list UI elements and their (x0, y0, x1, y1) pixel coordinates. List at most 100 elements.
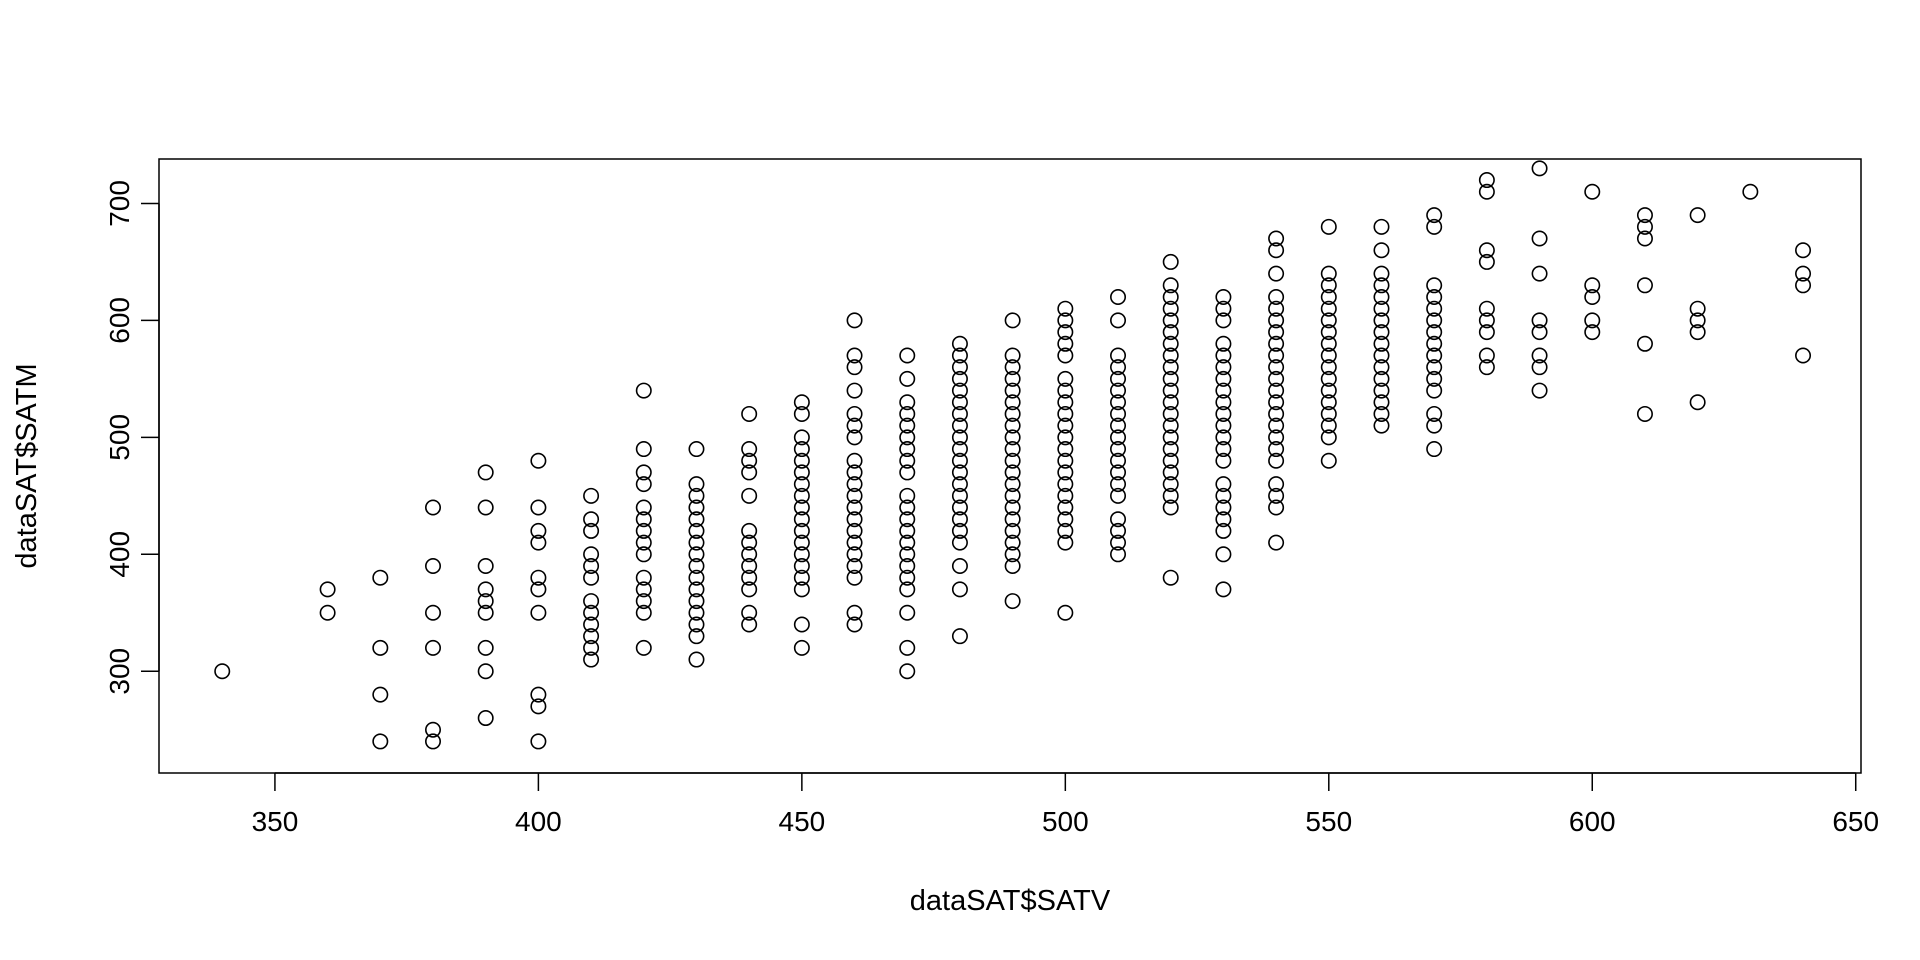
data-point (530, 569, 547, 586)
data-point (1215, 429, 1232, 446)
data-point (1373, 359, 1390, 376)
data-point (951, 452, 968, 469)
data-point (846, 452, 863, 469)
data-point (1268, 324, 1285, 341)
data-point (583, 487, 600, 504)
data-point (1373, 289, 1390, 306)
data-point (1162, 370, 1179, 387)
data-point (1004, 522, 1021, 539)
data-point (846, 534, 863, 551)
data-point (1320, 382, 1337, 399)
y-tick-label: 300 (104, 648, 135, 695)
data-point (1320, 417, 1337, 434)
data-point (319, 581, 336, 598)
data-point (1057, 522, 1074, 539)
data-point (1268, 452, 1285, 469)
data-point (372, 686, 389, 703)
data-point (846, 417, 863, 434)
data-point (1110, 511, 1127, 528)
x-axis: 350 400 450 500 550 600 650 (252, 772, 1879, 837)
data-point (1162, 429, 1179, 446)
data-point (1268, 359, 1285, 376)
data-point (583, 651, 600, 668)
data-point (1057, 394, 1074, 411)
data-point (899, 487, 916, 504)
data-point (1004, 487, 1021, 504)
data-point (951, 441, 968, 458)
data-point (1426, 382, 1443, 399)
data-point (1110, 417, 1127, 434)
data-point (583, 628, 600, 645)
data-point (1004, 441, 1021, 458)
data-point (530, 686, 547, 703)
data-point (635, 534, 652, 551)
data-point (1426, 207, 1443, 224)
y-axis-title: dataSAT$SATM (11, 363, 43, 568)
data-point (951, 394, 968, 411)
data-point (899, 452, 916, 469)
data-point (899, 499, 916, 516)
data-point (1057, 335, 1074, 352)
data-point (741, 546, 758, 563)
data-point (1268, 242, 1285, 259)
data-point (635, 604, 652, 621)
data-point (635, 569, 652, 586)
data-point (583, 511, 600, 528)
data-point (688, 499, 705, 516)
data-point (1689, 312, 1706, 329)
data-point (793, 511, 810, 528)
data-point (1057, 604, 1074, 621)
data-point (1636, 207, 1653, 224)
data-point (1162, 277, 1179, 294)
data-point (1057, 370, 1074, 387)
data-point (741, 616, 758, 633)
data-point (1110, 522, 1127, 539)
data-point (1268, 312, 1285, 329)
data-point (1215, 487, 1232, 504)
data-point (951, 499, 968, 516)
data-point (951, 464, 968, 481)
data-point (846, 347, 863, 364)
data-point (1268, 394, 1285, 411)
data-point (1478, 300, 1495, 317)
data-point (477, 593, 494, 610)
data-point (688, 593, 705, 610)
data-point (1004, 499, 1021, 516)
data-point (1320, 359, 1337, 376)
data-point (1426, 324, 1443, 341)
x-tick-label: 550 (1305, 806, 1352, 837)
data-point (635, 382, 652, 399)
data-point (899, 394, 916, 411)
data-point (1110, 405, 1127, 422)
y-tick-label: 400 (104, 531, 135, 578)
data-point (1057, 452, 1074, 469)
data-point (951, 522, 968, 539)
data-point (741, 604, 758, 621)
data-point (1689, 300, 1706, 317)
x-tick-label: 400 (515, 806, 562, 837)
data-point (425, 733, 442, 750)
data-point (1004, 476, 1021, 493)
data-point (1057, 312, 1074, 329)
data-point (1689, 324, 1706, 341)
data-point (846, 405, 863, 422)
data-point (530, 452, 547, 469)
data-point (1531, 382, 1548, 399)
data-point (1057, 429, 1074, 446)
data-point (635, 499, 652, 516)
y-tick-label: 600 (104, 297, 135, 344)
data-point (1162, 569, 1179, 586)
data-point (951, 557, 968, 574)
data-point (951, 487, 968, 504)
data-point (425, 639, 442, 656)
data-point (1162, 464, 1179, 481)
data-point (741, 557, 758, 574)
data-point (846, 546, 863, 563)
data-point (1478, 347, 1495, 364)
data-point (1478, 172, 1495, 189)
data-point (1689, 207, 1706, 224)
data-point (793, 476, 810, 493)
x-tick-label: 600 (1569, 806, 1616, 837)
data-point (688, 487, 705, 504)
data-point (1110, 546, 1127, 563)
